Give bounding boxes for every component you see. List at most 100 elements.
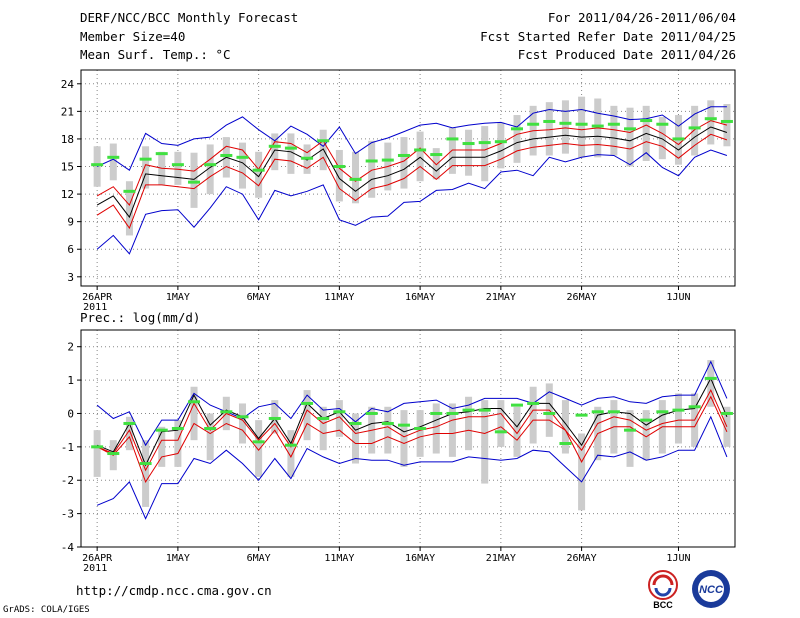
source-url[interactable]: http://cmdp.ncc.cma.gov.cn — [76, 583, 272, 598]
ensemble-marker — [317, 139, 330, 143]
spread-box — [416, 131, 424, 182]
x-tick-label: 26MAY — [567, 553, 597, 564]
ensemble-marker — [511, 127, 523, 131]
spread-box — [513, 406, 521, 457]
x-tick-label: 1JUN — [666, 292, 690, 303]
spread-box — [448, 403, 456, 457]
ensemble-marker — [591, 410, 604, 414]
ensemble-marker — [607, 122, 620, 126]
ensemble-marker — [317, 416, 330, 420]
spread-box — [561, 400, 569, 454]
ensemble-marker — [139, 462, 152, 466]
plot-frame — [80, 69, 736, 287]
ensemble-marker — [349, 177, 362, 181]
series-min — [96, 149, 728, 255]
ensemble-marker — [575, 413, 588, 417]
ensemble-marker — [575, 122, 588, 126]
forecast-range: For 2011/04/26-2011/06/04 — [547, 10, 736, 25]
series-max — [96, 360, 728, 447]
ensemble-marker — [414, 426, 427, 430]
ensemble-marker — [527, 122, 540, 126]
spread-box — [481, 126, 489, 182]
ensemble-marker — [252, 168, 265, 172]
ensemble-marker — [446, 137, 459, 141]
y-tick-label: -3 — [61, 508, 74, 521]
ensemble-marker — [656, 410, 669, 414]
ensemble-marker — [91, 445, 104, 449]
ensemble-marker — [527, 401, 540, 405]
x-tick-label: 21MAY — [486, 553, 516, 564]
y-tick-label: -1 — [61, 441, 74, 454]
ensemble-marker — [236, 155, 249, 159]
svg-text:BCC: BCC — [653, 600, 673, 610]
series-max — [96, 106, 727, 171]
spread-box — [481, 400, 489, 484]
x-tick-label: 11MAY — [324, 553, 354, 564]
spread-box — [400, 410, 408, 467]
ensemble-marker — [381, 421, 394, 425]
ensemble-marker — [139, 157, 152, 161]
ensemble-marker — [188, 180, 201, 184]
grads-credit: GrADS: COLA/IGES — [3, 605, 90, 615]
spread-box — [352, 413, 360, 464]
ensemble-marker — [688, 405, 701, 409]
spread-box — [465, 129, 473, 176]
y-tick-label: 9 — [67, 216, 74, 229]
spread-box — [674, 393, 682, 444]
ensemble-marker — [188, 400, 201, 404]
ensemble-marker — [511, 403, 523, 407]
ensemble-marker — [155, 428, 168, 432]
ensemble-marker — [333, 165, 346, 169]
ensemble-marker — [220, 153, 233, 157]
spread-box — [497, 400, 505, 447]
spread-box — [723, 406, 731, 447]
spread-box — [658, 116, 666, 160]
spread-box — [174, 420, 182, 467]
ensemble-marker — [478, 408, 491, 412]
ensemble-marker — [430, 153, 443, 157]
started-refer-date: Fcst Started Refer Date 2011/04/25 — [480, 29, 736, 44]
ensemble-marker — [478, 141, 491, 145]
ensemble-marker — [333, 410, 346, 414]
ensemble-marker — [430, 411, 443, 415]
spread-box — [561, 100, 569, 154]
spread-box — [368, 140, 376, 198]
series-min — [96, 415, 728, 520]
series-upper — [96, 120, 728, 207]
ensemble-marker — [543, 411, 556, 415]
spread-box — [448, 127, 456, 174]
ensemble-marker — [381, 158, 394, 162]
spread-box — [416, 410, 424, 457]
x-tick-label: 16MAY — [405, 292, 435, 303]
spread-box — [190, 152, 198, 208]
x-tick-label: 26MAY — [567, 292, 597, 303]
ensemble-marker — [91, 163, 104, 167]
ensemble-marker — [704, 376, 717, 380]
spread-box — [158, 426, 166, 467]
ensemble-marker — [494, 430, 507, 434]
spread-box — [271, 133, 279, 171]
ensemble-marker — [688, 126, 701, 130]
ensemble-marker — [171, 426, 184, 430]
spread-box — [319, 406, 327, 451]
spread-box — [255, 151, 263, 198]
ensemble-marker — [720, 119, 733, 123]
y-tick-label: 15 — [61, 161, 74, 174]
spread-box — [626, 107, 634, 167]
spread-box — [707, 360, 715, 407]
spread-box — [255, 420, 263, 477]
panel-precipitation: -4 -3 -2 -1 0 1 2 26APR 1MAY 6MAY 11MAY 16MAY 21MAY 2… — [61, 329, 736, 574]
spread-box — [142, 440, 150, 507]
ensemble-marker — [640, 119, 653, 123]
ensemble-marker — [559, 121, 572, 125]
spread-box — [142, 146, 150, 189]
spread-box — [578, 433, 586, 511]
ensemble-marker — [640, 418, 653, 422]
x-tick-label: 1MAY — [166, 553, 190, 564]
series-mean — [96, 377, 728, 467]
spread-box — [238, 142, 246, 189]
series-mean — [96, 126, 728, 219]
spread-box — [400, 137, 408, 189]
series-upper — [96, 388, 728, 472]
svg-text:NCC: NCC — [699, 584, 724, 596]
